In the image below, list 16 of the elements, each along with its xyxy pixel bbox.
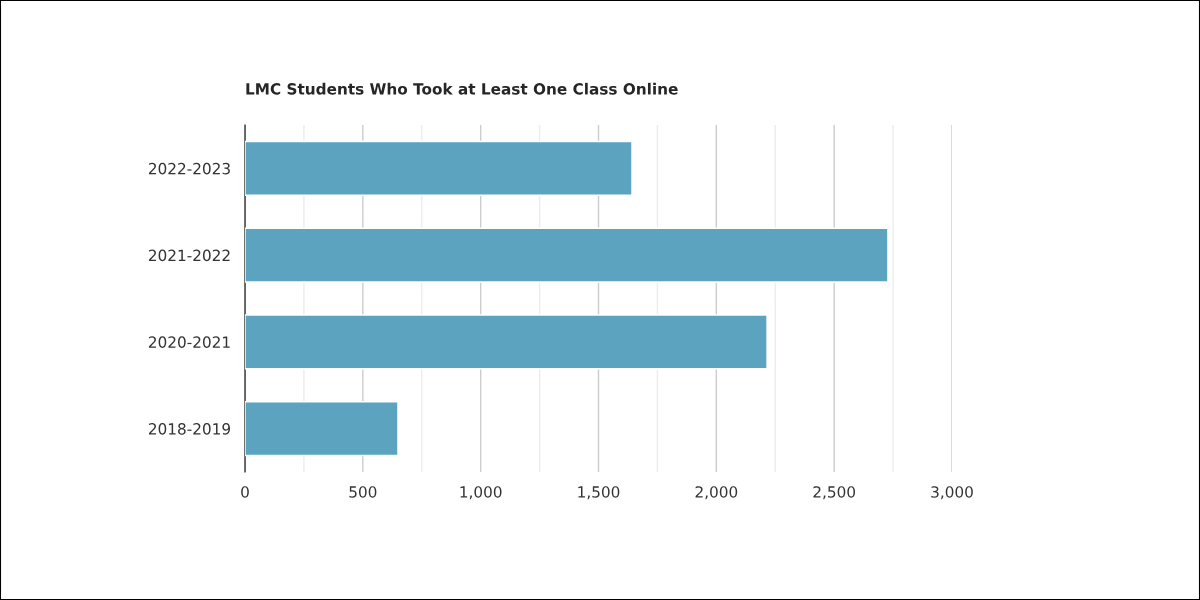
- x-tick-label: 2,500: [813, 486, 856, 500]
- y-tick-label: 2018-2019: [148, 423, 231, 435]
- x-tick-label: 500: [349, 486, 377, 498]
- x-tick-label: 1,500: [578, 486, 620, 500]
- bar: [245, 314, 768, 370]
- y-tick-label: 2022-2023: [148, 162, 230, 175]
- y-tick-label: 2021-2022: [148, 249, 230, 262]
- bar: [245, 401, 399, 457]
- chart-title: LMC Students Who Took at Least One Class Online: [246, 82, 678, 95]
- bar: [245, 227, 889, 283]
- bar: [245, 140, 633, 196]
- x-tick-label: 2,000: [695, 486, 738, 500]
- x-tick-label: 3,000: [931, 486, 973, 500]
- y-tick-label: 2020-2021: [148, 336, 230, 348]
- x-tick-label: 0: [241, 486, 249, 498]
- x-tick-label: 1,000: [460, 486, 502, 500]
